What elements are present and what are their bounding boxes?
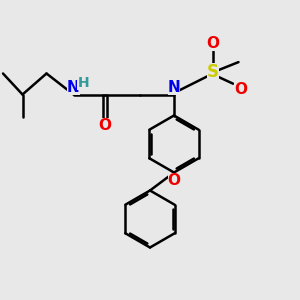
Text: S: S <box>207 63 219 81</box>
Text: N: N <box>67 80 80 95</box>
Text: H: H <box>77 76 89 90</box>
Text: O: O <box>234 82 248 97</box>
Text: O: O <box>167 173 181 188</box>
Text: O: O <box>206 36 220 51</box>
Text: N: N <box>168 80 180 95</box>
Text: O: O <box>98 118 112 133</box>
